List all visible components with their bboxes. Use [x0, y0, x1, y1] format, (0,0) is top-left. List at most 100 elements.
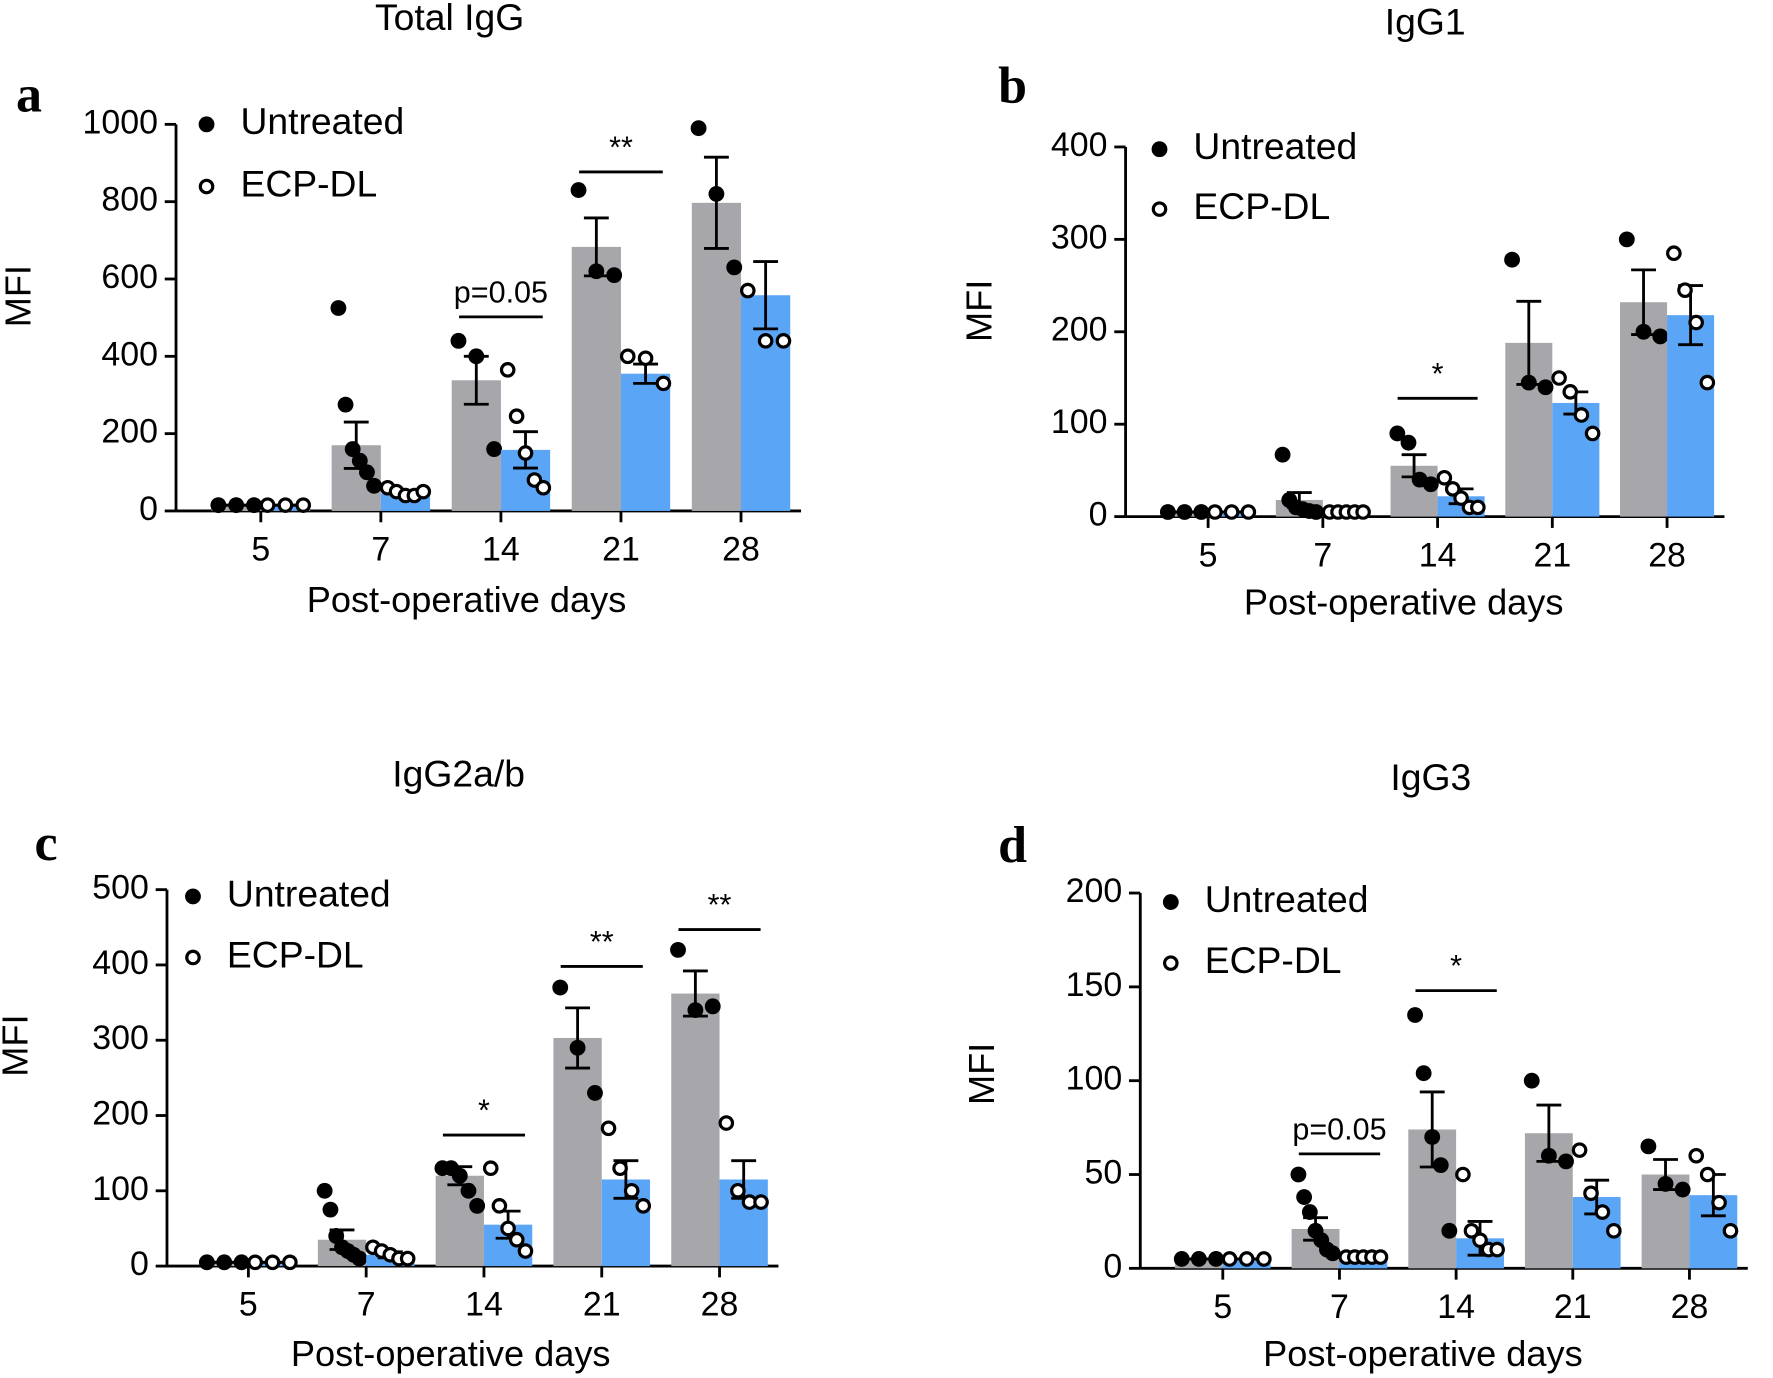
data-point — [499, 362, 516, 378]
data-point — [670, 941, 686, 958]
data-point — [1523, 1072, 1540, 1089]
x-axis-label: Post-operative days — [307, 579, 627, 620]
data-point — [1584, 425, 1601, 442]
data-point — [451, 1167, 468, 1184]
data-point — [1324, 1245, 1341, 1262]
data-point — [655, 375, 672, 392]
data-point — [415, 483, 432, 500]
y-axis-label: MFI — [0, 265, 39, 327]
data-point — [588, 263, 605, 280]
data-point — [277, 497, 294, 513]
data-point — [619, 348, 636, 365]
chart-title: Total IgG — [375, 0, 524, 38]
data-point — [1207, 504, 1223, 520]
data-point — [1389, 425, 1406, 442]
data-point — [1699, 1166, 1716, 1183]
data-point — [216, 1254, 233, 1271]
bar — [691, 202, 742, 511]
bar — [1667, 315, 1715, 517]
data-point — [1504, 251, 1520, 268]
y-tick-label: 300 — [1051, 218, 1108, 256]
panel-letter: a — [16, 66, 42, 123]
x-tick-label: 21 — [602, 531, 640, 569]
y-axis-label: MFI — [0, 1015, 35, 1077]
data-point — [775, 333, 792, 349]
legend-marker — [198, 116, 215, 133]
x-tick-label: 28 — [1671, 1288, 1709, 1326]
legend-label: Untreated — [227, 872, 391, 914]
data-point — [460, 1182, 477, 1199]
data-point — [1666, 245, 1682, 262]
y-tick-label: 500 — [92, 869, 149, 907]
x-tick-label: 28 — [1648, 536, 1686, 574]
data-point — [486, 441, 503, 458]
data-point — [718, 1115, 735, 1131]
data-point — [351, 452, 368, 469]
data-point — [316, 1182, 333, 1199]
y-tick-label: 800 — [101, 181, 158, 219]
data-point — [1424, 1129, 1441, 1145]
y-tick-label: 200 — [92, 1094, 149, 1132]
y-tick-label: 200 — [1051, 311, 1108, 349]
data-point — [1256, 1251, 1272, 1267]
data-point — [500, 1220, 516, 1237]
data-point — [330, 300, 347, 316]
x-tick-label: 14 — [465, 1286, 503, 1324]
legend-marker — [1162, 894, 1179, 910]
chart-title: IgG3 — [1390, 756, 1471, 798]
data-point — [1470, 499, 1486, 516]
x-tick-label: 28 — [722, 531, 760, 569]
y-tick-label: 0 — [1103, 1247, 1122, 1285]
data-point — [1594, 1204, 1611, 1220]
data-point — [1583, 1185, 1599, 1202]
legend-marker — [1151, 201, 1168, 217]
significance-label: ** — [609, 130, 633, 164]
data-point — [730, 1183, 746, 1199]
legend-label: Untreated — [1205, 878, 1369, 920]
data-point — [1274, 446, 1291, 463]
data-point — [569, 1039, 586, 1056]
x-tick-label: 5 — [1213, 1288, 1232, 1326]
data-point — [1372, 1249, 1389, 1265]
y-tick-label: 1000 — [82, 103, 157, 141]
data-point — [264, 1254, 281, 1271]
y-tick-label: 0 — [130, 1245, 149, 1283]
y-tick-label: 400 — [92, 944, 149, 982]
data-point — [1415, 1065, 1432, 1082]
data-point — [1400, 434, 1417, 451]
significance-label: p=0.05 — [454, 275, 548, 309]
data-point — [1711, 1194, 1727, 1211]
legend-label: Untreated — [240, 100, 404, 142]
data-point — [1520, 374, 1537, 391]
data-point — [570, 182, 587, 198]
data-point — [635, 1198, 652, 1214]
data-point — [517, 1243, 534, 1259]
x-tick-label: 5 — [1199, 536, 1218, 574]
x-tick-label: 7 — [1313, 536, 1332, 574]
legend-marker — [185, 949, 201, 966]
data-point — [1221, 1251, 1238, 1267]
data-point — [295, 497, 312, 513]
y-tick-label: 300 — [92, 1019, 149, 1057]
data-point — [246, 497, 262, 514]
data-point — [612, 1160, 628, 1177]
significance-label: ** — [708, 888, 732, 922]
data-point — [508, 1231, 525, 1248]
data-point — [1472, 1232, 1488, 1248]
x-tick-label: 21 — [1554, 1288, 1592, 1326]
data-point — [1640, 1138, 1657, 1155]
data-point — [517, 445, 534, 461]
x-axis-label: Post-operative days — [1263, 1333, 1583, 1374]
x-tick-label: 7 — [1330, 1288, 1349, 1326]
y-tick-label: 0 — [139, 490, 158, 528]
data-point — [1699, 374, 1716, 391]
data-point — [1558, 1153, 1574, 1170]
data-point — [1223, 504, 1240, 520]
legend-marker — [198, 178, 215, 195]
data-point — [708, 186, 725, 202]
data-point — [359, 464, 375, 481]
data-point — [1571, 1142, 1588, 1158]
data-point — [535, 479, 552, 496]
data-point — [1441, 1222, 1458, 1239]
data-point — [1540, 1147, 1557, 1164]
